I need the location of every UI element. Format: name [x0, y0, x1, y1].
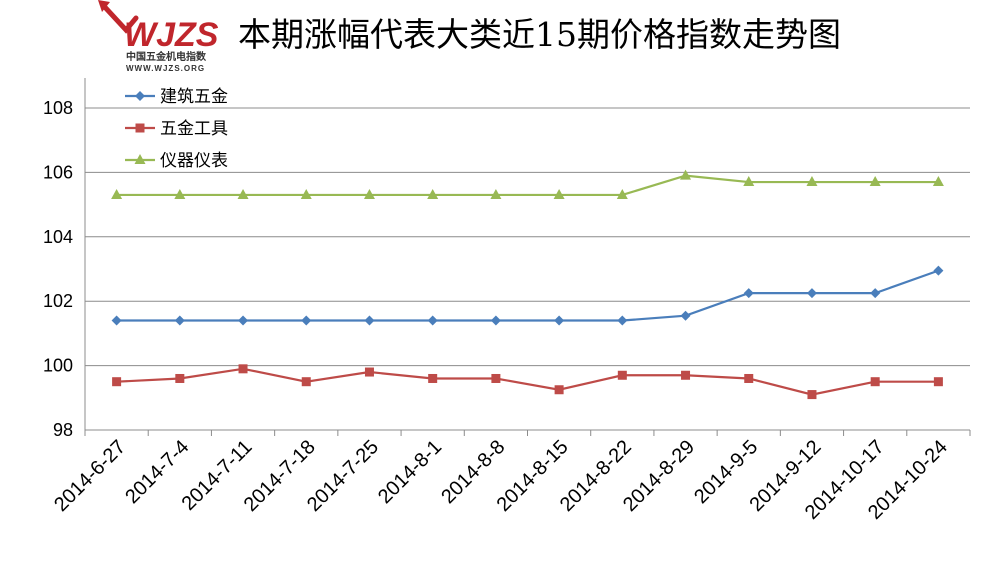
y-tick-label: 108 [43, 98, 73, 118]
data-point [554, 385, 564, 395]
series-1 [111, 265, 944, 326]
data-point [363, 188, 375, 199]
legend-item: 仪器仪表 [125, 151, 228, 171]
series-line [116, 367, 939, 396]
y-axis-ticks: 98 100 102 104 106 108 [43, 98, 73, 440]
data-point [427, 188, 439, 199]
y-tick-label: 102 [43, 291, 73, 311]
legend-label: 建筑五金 [160, 87, 228, 107]
series-line [116, 174, 939, 197]
axes [84, 78, 971, 436]
data-point [553, 188, 565, 199]
data-point [428, 373, 438, 383]
data-point [111, 188, 123, 199]
data-point [806, 176, 818, 187]
y-tick-label: 106 [43, 162, 73, 182]
data-point [616, 188, 628, 199]
data-point [238, 315, 249, 326]
data-point [933, 265, 944, 276]
data-point [364, 367, 374, 377]
data-point [491, 373, 501, 383]
data-point [490, 188, 502, 199]
data-point [174, 188, 186, 199]
data-point [112, 377, 122, 387]
logo-subtitle-text: 中国五金机电指数 [126, 50, 207, 63]
legend-item: 建筑五金 [125, 87, 228, 107]
data-point [554, 315, 565, 326]
data-point [490, 315, 501, 326]
legend-marker [135, 123, 145, 133]
data-point [681, 370, 691, 380]
data-point [870, 288, 881, 299]
series-line [116, 269, 939, 322]
y-tick-label: 100 [43, 356, 73, 376]
chart-title: 本期涨幅代表大类近15期价格指数走势图 [238, 15, 841, 54]
data-point [743, 288, 754, 299]
x-tick-label: 2014-6-27 [50, 436, 130, 516]
data-point [300, 188, 312, 199]
gridlines [85, 107, 970, 367]
legend-marker [135, 91, 145, 101]
data-point [870, 377, 880, 387]
data-point [680, 169, 692, 180]
y-tick-label: 98 [53, 420, 73, 440]
series-3 [111, 169, 944, 199]
data-point [743, 176, 755, 187]
wjzs-logo: WJZS 中国五金机电指数 WWW.WJZS.ORG [96, 0, 224, 74]
logo-url-text: WWW.WJZS.ORG [126, 64, 205, 73]
x-axis-ticks: 2014-6-272014-7-42014-7-112014-7-182014-… [50, 436, 952, 524]
data-point [869, 176, 881, 187]
legend-item: 五金工具 [125, 119, 228, 139]
x-tick-label: 2014-8-1 [374, 436, 446, 508]
wjzs-logo-graphic: WJZS 中国五金机电指数 WWW.WJZS.ORG [98, 0, 219, 73]
logo-brand-text: WJZS [124, 16, 219, 54]
data-point [680, 310, 691, 321]
logo-arrow-icon [99, 1, 139, 34]
data-point [744, 373, 754, 383]
data-point [932, 176, 944, 187]
data-point [238, 364, 248, 374]
legend-label: 仪器仪表 [160, 151, 228, 171]
data-point [364, 315, 375, 326]
series-2 [112, 364, 943, 400]
data-point [806, 288, 817, 299]
legend-label: 五金工具 [160, 119, 228, 139]
data-point [237, 188, 249, 199]
data-point [807, 390, 817, 400]
data-point [933, 377, 943, 387]
data-point [111, 315, 122, 326]
data-point [301, 377, 311, 387]
data-point [174, 315, 185, 326]
data-point [301, 315, 312, 326]
y-tick-label: 104 [43, 227, 73, 247]
data-point [175, 373, 185, 383]
legend-marker [134, 154, 146, 164]
data-point [617, 370, 627, 380]
logo-arrow-head-icon [98, 0, 110, 12]
series-layer [111, 169, 944, 400]
data-point [617, 315, 628, 326]
data-point [427, 315, 438, 326]
